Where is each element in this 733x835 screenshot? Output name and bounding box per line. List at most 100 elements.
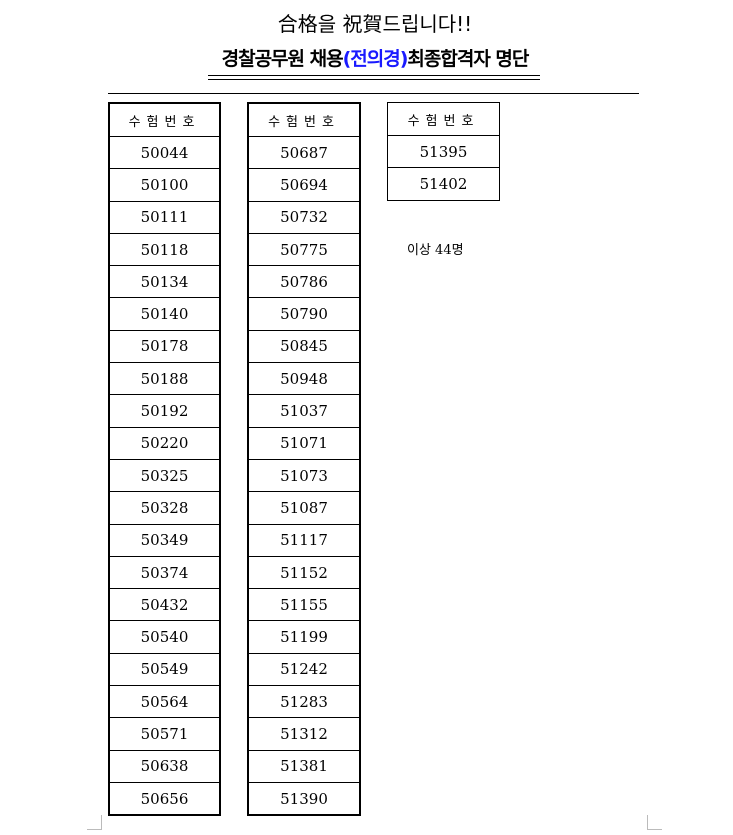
exam-number-cell: 50549 bbox=[108, 652, 221, 687]
table-row: 50432 bbox=[108, 588, 221, 622]
table-row: 50374 bbox=[108, 555, 221, 590]
exam-number-cell: 51037 bbox=[247, 394, 361, 428]
table-row: 50178 bbox=[108, 329, 221, 364]
exam-number-cell: 51312 bbox=[247, 717, 361, 751]
table-row: 50111 bbox=[108, 200, 221, 234]
table-row: 51395 bbox=[387, 134, 500, 169]
table-row: 51199 bbox=[247, 620, 361, 654]
exam-number-cell: 50328 bbox=[108, 491, 221, 525]
table-row: 50845 bbox=[247, 329, 361, 364]
exam-number-cell: 51283 bbox=[247, 685, 361, 719]
page-corner-mark bbox=[87, 815, 102, 830]
table-row: 50790 bbox=[247, 297, 361, 331]
table-row: 50325 bbox=[108, 458, 221, 493]
table-row: 50775 bbox=[247, 232, 361, 267]
result-table-2: 수험번호 50687 50694 50732 50775 50786 50790 50845 5… bbox=[247, 102, 361, 817]
table-row: 51242 bbox=[247, 652, 361, 687]
exam-number-cell: 51395 bbox=[387, 134, 500, 169]
table-row: 50638 bbox=[108, 749, 221, 783]
total-count: 이상 44명 bbox=[407, 243, 464, 258]
table-row: 50118 bbox=[108, 232, 221, 267]
exam-number-cell: 50638 bbox=[108, 749, 221, 783]
exam-number-cell: 50564 bbox=[108, 685, 221, 719]
table-row: 50564 bbox=[108, 685, 221, 719]
table-row: 50948 bbox=[247, 362, 361, 396]
table-row: 50656 bbox=[108, 781, 221, 816]
exam-number-cell: 50100 bbox=[108, 168, 221, 202]
result-table-1: 수험번호 50044 50100 50111 50118 50134 50140 50178 5… bbox=[108, 102, 221, 817]
table-row: 51402 bbox=[387, 167, 500, 201]
exam-number-cell: 50775 bbox=[247, 232, 361, 267]
table-row: 50192 bbox=[108, 394, 221, 428]
table-row: 50349 bbox=[108, 523, 221, 557]
table-row: 51071 bbox=[247, 426, 361, 460]
exam-number-cell: 51381 bbox=[247, 749, 361, 783]
exam-number-cell: 51071 bbox=[247, 426, 361, 460]
table-row: 50044 bbox=[108, 135, 221, 170]
table-row: 51381 bbox=[247, 749, 361, 783]
table-row: 50687 bbox=[247, 135, 361, 170]
table-header-row: 수험번호 bbox=[247, 102, 361, 137]
exam-number-cell: 50134 bbox=[108, 265, 221, 299]
exam-number-cell: 51152 bbox=[247, 555, 361, 590]
exam-number-cell: 50349 bbox=[108, 523, 221, 557]
exam-number-cell: 50178 bbox=[108, 329, 221, 364]
table-row: 50328 bbox=[108, 491, 221, 525]
exam-number-cell: 50325 bbox=[108, 458, 221, 493]
column-header: 수험번호 bbox=[387, 102, 500, 136]
table-row: 50100 bbox=[108, 168, 221, 202]
table-row: 50220 bbox=[108, 426, 221, 460]
horizontal-rule bbox=[108, 93, 639, 94]
column-header: 수험번호 bbox=[108, 102, 221, 137]
exam-number-cell: 51073 bbox=[247, 458, 361, 493]
exam-number-cell: 50694 bbox=[247, 168, 361, 202]
exam-number-cell: 50432 bbox=[108, 588, 221, 622]
table-header-row: 수험번호 bbox=[387, 102, 500, 136]
table-row: 50188 bbox=[108, 362, 221, 396]
exam-number-cell: 50571 bbox=[108, 717, 221, 751]
exam-number-cell: 51390 bbox=[247, 781, 361, 816]
page-subtitle: 경찰공무원 채용(전의경)최종합격자 명단 bbox=[0, 44, 733, 71]
table-row: 51312 bbox=[247, 717, 361, 751]
exam-number-cell: 50220 bbox=[108, 426, 221, 460]
table-row: 50694 bbox=[247, 168, 361, 202]
result-table-3: 수험번호 51395 51402 bbox=[387, 102, 500, 201]
exam-number-cell: 50118 bbox=[108, 232, 221, 267]
table-row: 51037 bbox=[247, 394, 361, 428]
exam-number-cell: 50790 bbox=[247, 297, 361, 331]
table-row: 50732 bbox=[247, 200, 361, 234]
table-row: 51390 bbox=[247, 781, 361, 816]
page-title: 合格을 祝賀드립니다!! bbox=[277, 12, 473, 36]
exam-number-cell: 50786 bbox=[247, 265, 361, 299]
exam-number-cell: 50656 bbox=[108, 781, 221, 816]
exam-number-cell: 50188 bbox=[108, 362, 221, 396]
page-corner-mark bbox=[647, 815, 662, 830]
exam-number-cell: 50845 bbox=[247, 329, 361, 364]
table-row: 51087 bbox=[247, 491, 361, 525]
table-row: 51073 bbox=[247, 458, 361, 493]
exam-number-cell: 51199 bbox=[247, 620, 361, 654]
exam-number-cell: 50192 bbox=[108, 394, 221, 428]
table-row: 50549 bbox=[108, 652, 221, 687]
exam-number-cell: 51402 bbox=[387, 167, 500, 201]
exam-number-cell: 51155 bbox=[247, 588, 361, 622]
exam-number-cell: 51117 bbox=[247, 523, 361, 557]
subtitle-highlight: (전의경) bbox=[342, 48, 409, 70]
exam-number-cell: 50140 bbox=[108, 297, 221, 331]
exam-number-cell: 50044 bbox=[108, 135, 221, 170]
table-row: 51117 bbox=[247, 523, 361, 557]
exam-number-cell: 50732 bbox=[247, 200, 361, 234]
subtitle-end: 최종합격자 명단 bbox=[407, 48, 529, 70]
table-row: 50140 bbox=[108, 297, 221, 331]
column-header: 수험번호 bbox=[247, 102, 361, 137]
table-row: 50134 bbox=[108, 265, 221, 299]
exam-number-cell: 50111 bbox=[108, 200, 221, 234]
exam-number-cell: 50374 bbox=[108, 555, 221, 590]
exam-number-cell: 50948 bbox=[247, 362, 361, 396]
subtitle-main: 경찰공무원 채용 bbox=[221, 48, 344, 70]
double-underline bbox=[208, 75, 540, 80]
exam-number-cell: 51087 bbox=[247, 491, 361, 525]
exam-number-cell: 50687 bbox=[247, 135, 361, 170]
table-row: 50786 bbox=[247, 265, 361, 299]
table-row: 50540 bbox=[108, 620, 221, 654]
